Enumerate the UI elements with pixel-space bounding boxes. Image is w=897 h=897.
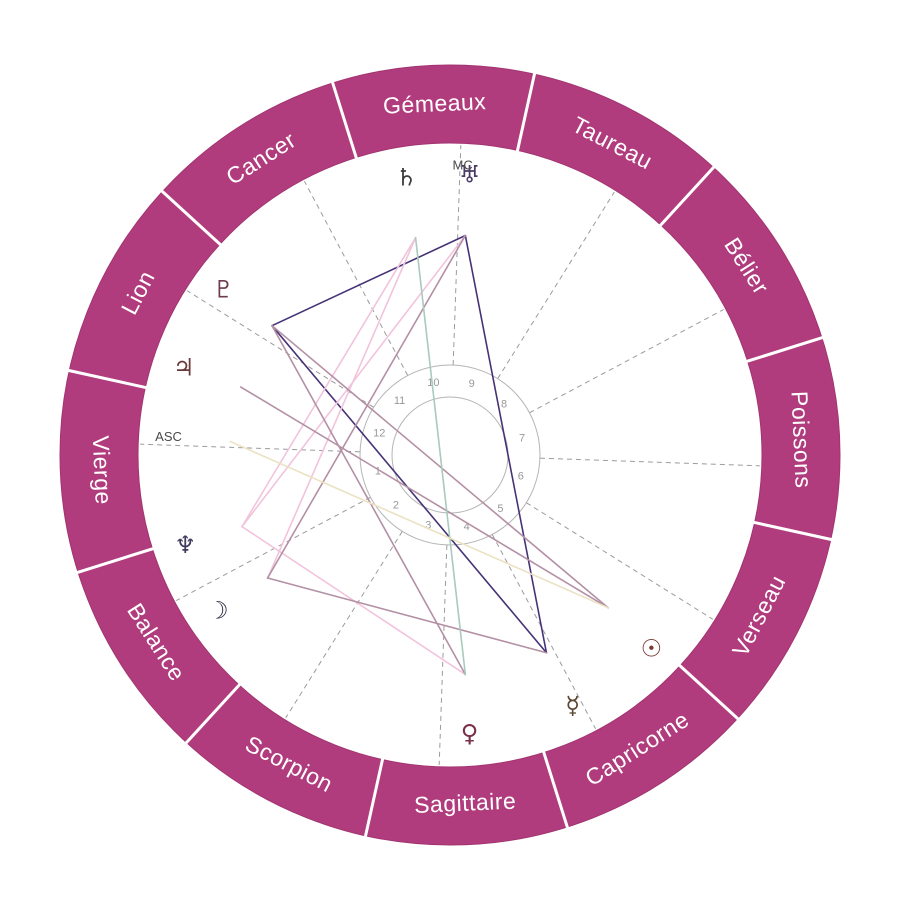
jupiter-icon: ♃ xyxy=(173,353,195,381)
house-number-3: 3 xyxy=(425,520,431,532)
aspect-line-13 xyxy=(229,440,610,609)
house-cusp-line xyxy=(526,502,714,620)
house-number-5: 5 xyxy=(497,503,503,515)
sign-divider xyxy=(542,751,570,829)
sign-label-3: Gémeaux xyxy=(383,88,487,118)
house-cusp-line xyxy=(285,531,403,719)
sign-divider xyxy=(76,547,154,575)
aspect-line-3 xyxy=(241,236,417,528)
house-number-2: 2 xyxy=(393,499,399,511)
aspect-line-12 xyxy=(414,236,467,676)
saturn-icon: ♄ xyxy=(395,163,417,191)
house-number-1: 1 xyxy=(375,466,381,478)
house-number-outer-circle xyxy=(359,364,541,546)
house-number-9: 9 xyxy=(469,378,475,390)
aspect-line-4 xyxy=(266,236,417,579)
sign-divider xyxy=(659,165,716,227)
aspect-line-11 xyxy=(239,386,610,609)
sign-label-12: Poissons xyxy=(786,390,816,488)
house-cusp-line xyxy=(529,309,724,414)
aspect-line-10 xyxy=(266,234,467,579)
aspect-line-2 xyxy=(271,324,548,654)
sign-divider xyxy=(160,189,222,246)
pluto-icon: ♇ xyxy=(213,275,235,303)
ring-inner-edge xyxy=(137,142,763,768)
house-number-7: 7 xyxy=(519,432,525,444)
venus-icon: ♀ xyxy=(461,719,479,747)
aspect-line-0 xyxy=(271,234,467,327)
uranus-icon: ♅ xyxy=(459,161,481,189)
aspect-line-9 xyxy=(266,577,548,654)
neptune-icon: ♆ xyxy=(174,531,196,559)
aspect-line-7 xyxy=(271,324,610,609)
house-number-inner-circle xyxy=(391,396,509,514)
ring-outer-edge xyxy=(59,64,841,846)
zodiac-ring xyxy=(60,65,840,845)
house-number-8: 8 xyxy=(501,398,507,410)
mercury-icon: ☿ xyxy=(565,692,580,720)
aspect-line-5 xyxy=(241,234,467,528)
sign-divider xyxy=(753,520,833,542)
aspect-line-1 xyxy=(464,234,548,654)
sign-divider xyxy=(184,683,241,745)
sign-divider xyxy=(515,72,537,152)
house-cusp-line xyxy=(304,181,409,376)
sign-divider xyxy=(363,758,385,838)
aspect-line-8 xyxy=(271,324,467,676)
house-number-10: 10 xyxy=(427,377,439,389)
moon-icon: ☽ xyxy=(207,597,229,625)
house-cusp-line xyxy=(176,496,371,601)
house-number-6: 6 xyxy=(518,471,524,483)
sign-divider xyxy=(678,664,740,721)
house-cusp-line xyxy=(438,544,448,765)
house-cusp-line xyxy=(497,191,615,379)
house-cusp-line xyxy=(186,290,374,408)
house-number-4: 4 xyxy=(464,521,470,533)
sign-divider xyxy=(746,335,824,363)
house-cusp-line xyxy=(452,145,462,366)
sign-label-6: Vierge xyxy=(88,435,117,505)
house-cusp-line xyxy=(539,457,760,467)
sign-label-9: Sagittaire xyxy=(414,788,517,818)
house-cusp-line xyxy=(491,534,596,729)
ascendant-label: ASC xyxy=(155,429,182,444)
house-number-11: 11 xyxy=(394,395,405,407)
midheaven-label: MC xyxy=(452,158,472,173)
sign-divider xyxy=(330,81,358,159)
sun-icon: ☉ xyxy=(641,635,663,663)
house-number-12: 12 xyxy=(373,427,385,439)
sign-divider xyxy=(67,368,147,390)
